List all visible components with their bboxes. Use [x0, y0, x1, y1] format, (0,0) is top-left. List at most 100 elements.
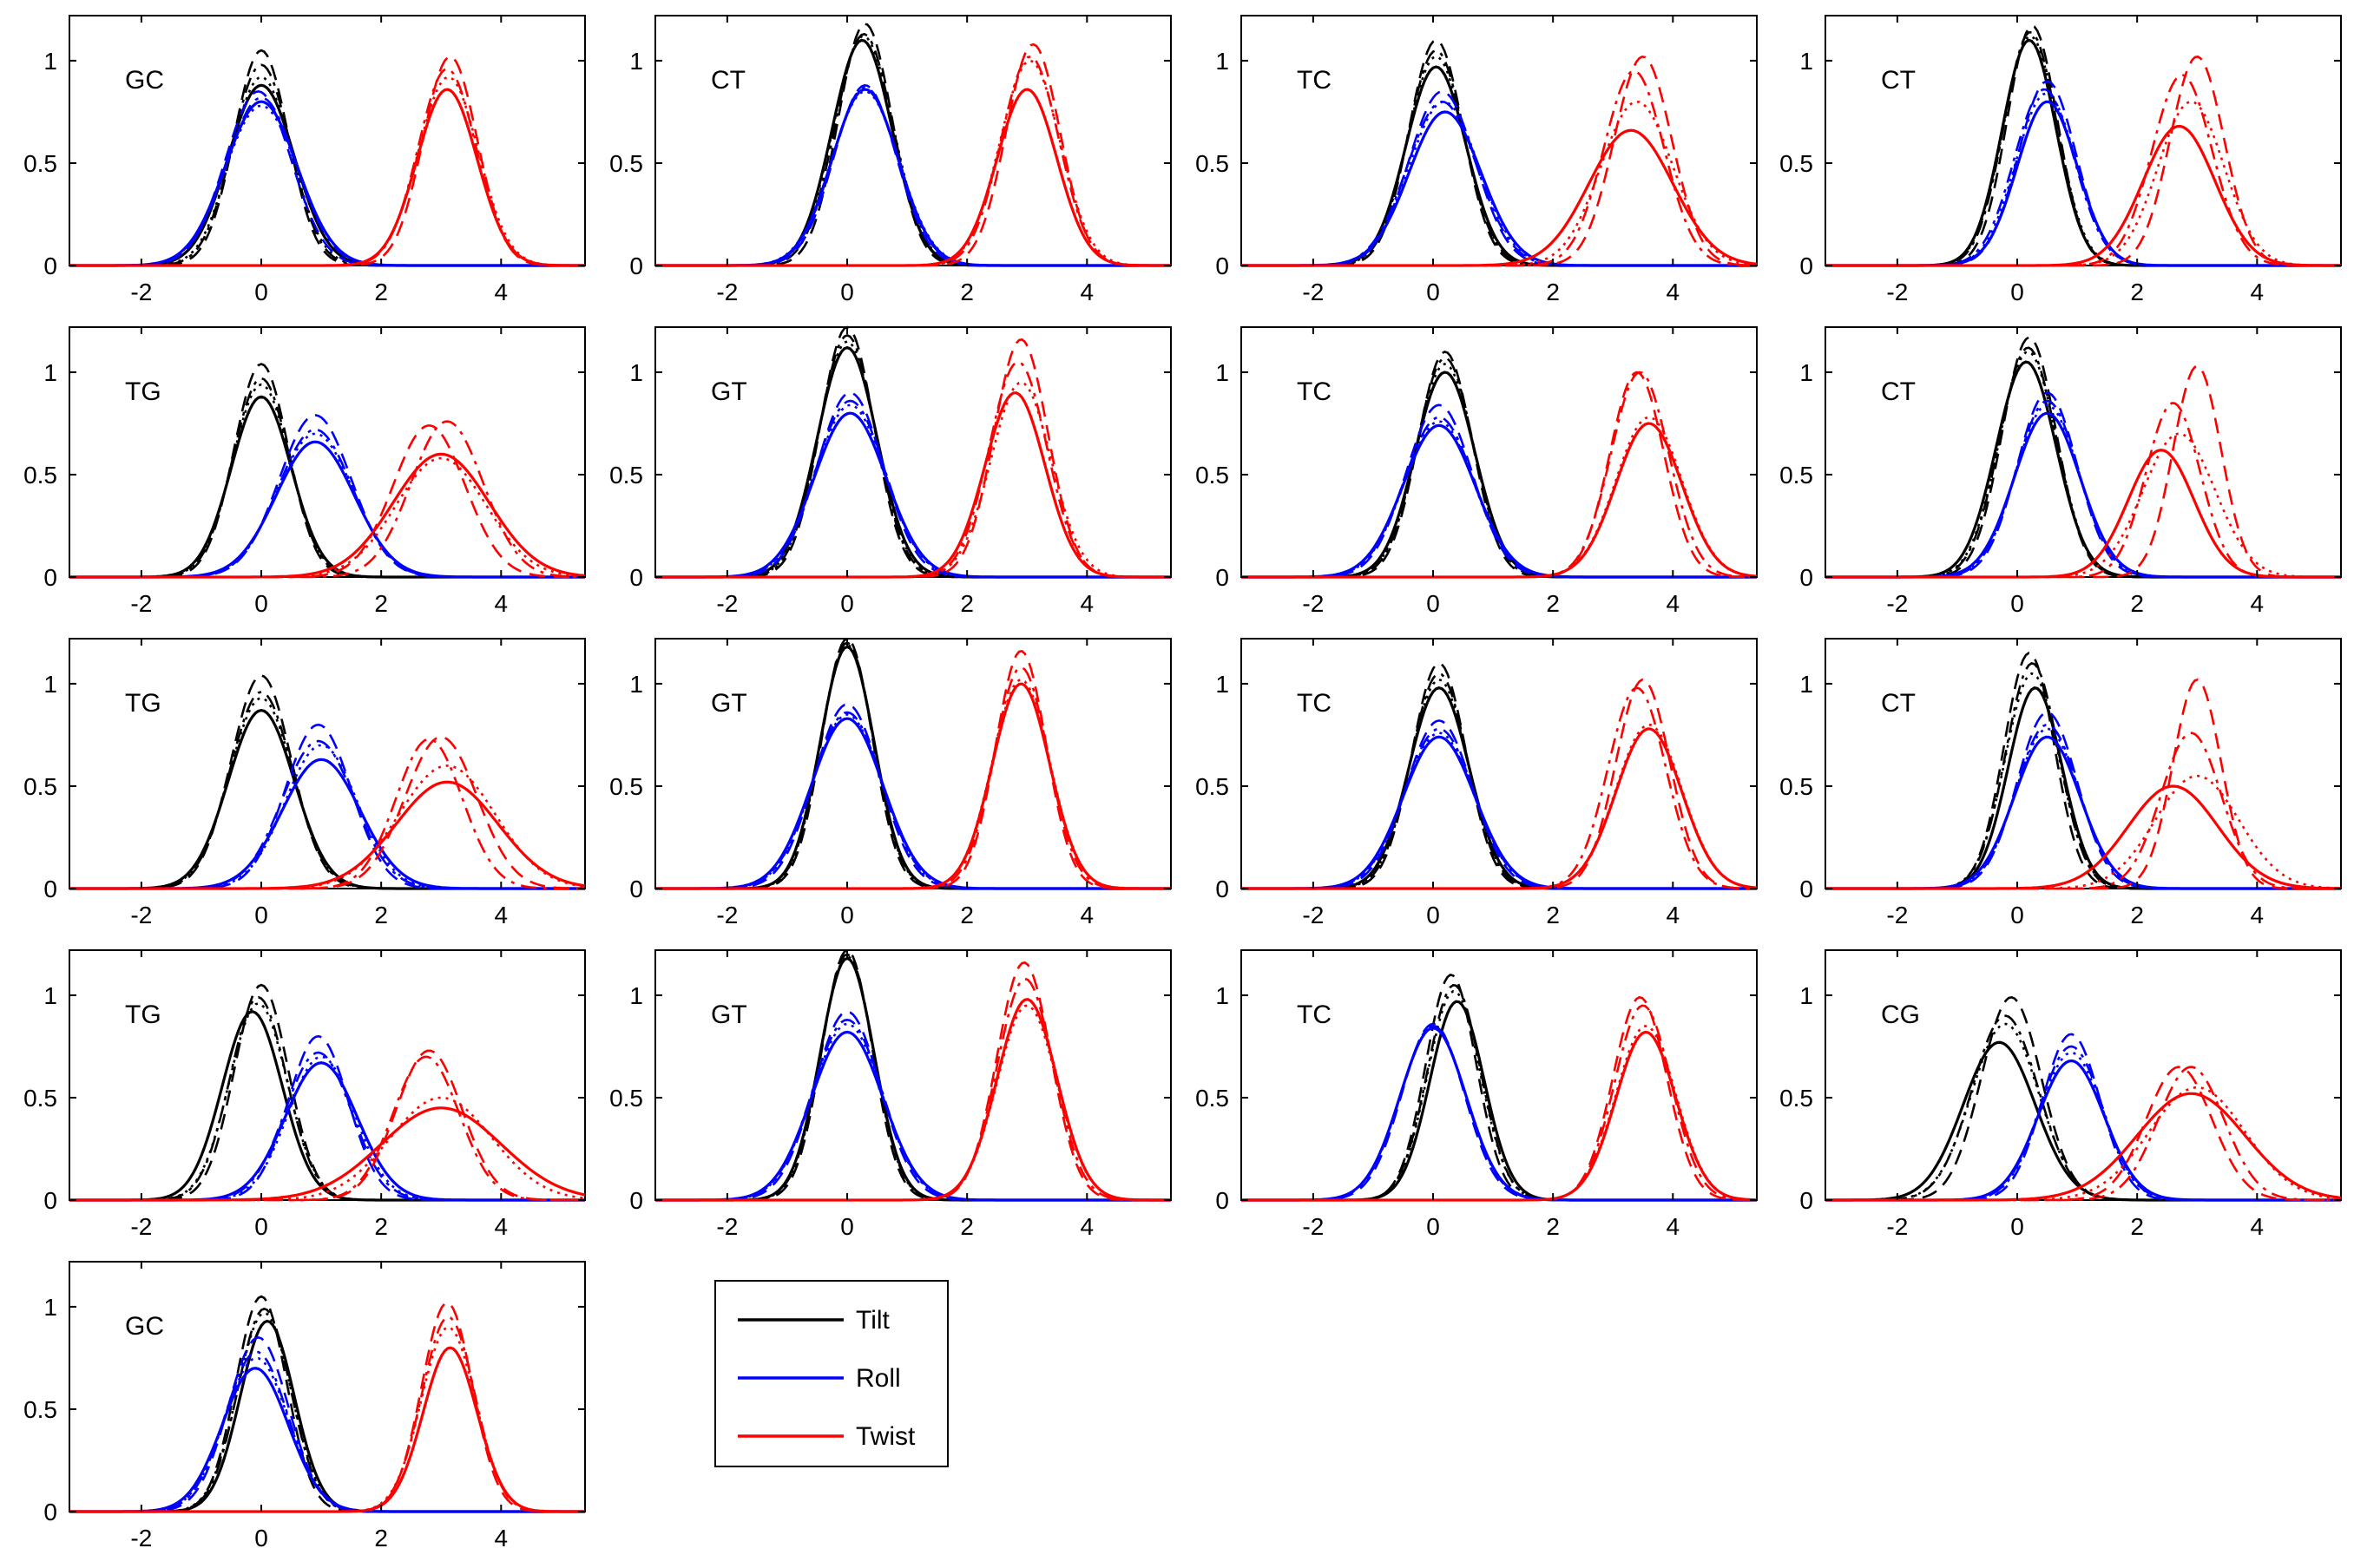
y-tick-label: 0	[629, 876, 643, 902]
x-tick-label: -2	[1886, 279, 1908, 305]
y-tick-label: 0.5	[23, 462, 57, 489]
y-tick-label: 1	[1215, 359, 1229, 386]
panel-axes-box	[654, 15, 1172, 266]
panel-label: TG	[125, 377, 161, 406]
x-tick-label: 2	[374, 279, 388, 305]
panel-13: -2 0 2 4 0 0.5 1 TG	[23, 949, 586, 1240]
x-tick-label: 4	[1081, 590, 1095, 617]
roll-curve-dashdot	[69, 1350, 585, 1513]
y-tick-label: 0	[1799, 253, 1813, 279]
panel-label: GT	[711, 689, 747, 718]
x-tick-label: 4	[1081, 902, 1095, 928]
y-tick-label: 0	[629, 1187, 643, 1214]
roll-curve-dashdot	[1825, 399, 2341, 579]
y-tick-label: 0.5	[23, 150, 57, 177]
x-tick-label: 4	[495, 1525, 509, 1552]
panel-curves	[655, 637, 1171, 890]
panel-axes-box	[69, 326, 586, 578]
y-tick-label: 0	[43, 253, 57, 279]
x-tick-label: 2	[374, 590, 388, 617]
y-tick-label: 0	[1215, 876, 1229, 902]
x-tick-label: -2	[1886, 902, 1908, 928]
x-tick-label: 4	[1667, 902, 1680, 928]
panel-curves	[1825, 652, 2342, 890]
x-tick-label: 0	[254, 590, 268, 617]
y-tick-label: 0.5	[609, 462, 643, 489]
twist-curve-dotted	[1241, 1025, 1758, 1202]
legend-label-twist: Twist	[856, 1422, 916, 1451]
y-tick-label: 0.5	[1195, 773, 1229, 800]
panel-curves	[69, 674, 586, 890]
panel-5: -2 0 2 4 0 0.5 1 TG	[23, 326, 586, 617]
x-tick-label: 2	[960, 590, 974, 617]
legend-label-tilt: Tilt	[856, 1306, 891, 1335]
panel-label: GT	[711, 1001, 747, 1029]
twist-curve-dashdot	[655, 55, 1171, 267]
panel-17: -2 0 2 4 0 0.5 1 GC	[23, 1261, 586, 1552]
y-tick-label: 0	[629, 564, 643, 591]
x-tick-label: 2	[374, 902, 388, 928]
panel-axes-box	[1240, 15, 1758, 266]
y-tick-label: 0	[43, 1499, 57, 1525]
roll-curve-dashdot	[1825, 1045, 2341, 1202]
x-tick-label: 2	[960, 902, 974, 928]
twist-curve-dotted	[655, 59, 1171, 267]
x-tick-label: 4	[2251, 590, 2265, 617]
twist-curve-dotted	[1241, 416, 1758, 579]
x-tick-label: 4	[2251, 902, 2265, 928]
panel-curves	[655, 23, 1171, 267]
x-tick-label: 2	[2130, 279, 2144, 305]
x-tick-label: 2	[960, 1213, 974, 1240]
x-tick-label: -2	[1886, 590, 1908, 617]
panel-label: CT	[1881, 689, 1916, 718]
panel-12: -2 0 2 4 0 0.5 1 CT	[1779, 638, 2342, 928]
x-tick-label: -2	[130, 1213, 152, 1240]
y-tick-label: 0	[1799, 1187, 1813, 1214]
y-tick-label: 1	[43, 359, 57, 386]
y-tick-label: 0	[1215, 1187, 1229, 1214]
x-tick-label: -2	[130, 590, 152, 617]
panel-label: CG	[1881, 1001, 1920, 1029]
panel-16: -2 0 2 4 0 0.5 1 CG	[1779, 949, 2342, 1240]
legend-label-roll: Roll	[856, 1364, 901, 1393]
x-tick-label: 2	[2130, 590, 2144, 617]
x-tick-label: 2	[1546, 1213, 1560, 1240]
y-tick-label: 1	[1215, 982, 1229, 1009]
x-tick-label: 2	[1546, 902, 1560, 928]
panel-axes-box	[654, 638, 1172, 889]
x-tick-label: 4	[495, 902, 509, 928]
roll-curve-dashdot	[69, 96, 585, 267]
panel-axes-box	[1240, 949, 1758, 1201]
y-tick-label: 0	[1215, 253, 1229, 279]
panel-axes-box	[1825, 15, 2342, 266]
y-tick-label: 0.5	[23, 1396, 57, 1423]
panel-axes-box	[1825, 949, 2342, 1201]
y-tick-label: 1	[43, 671, 57, 698]
x-tick-label: 0	[1426, 279, 1440, 305]
y-tick-label: 0.5	[1195, 150, 1229, 177]
twist-curve-dashdot	[69, 738, 585, 890]
panel-15: -2 0 2 4 0 0.5 1 TC	[1195, 949, 1758, 1240]
panel-label: TC	[1297, 1001, 1332, 1029]
panel-axes-box	[69, 949, 586, 1201]
panel-label: TG	[125, 1001, 161, 1029]
x-tick-label: 4	[1667, 1213, 1680, 1240]
x-tick-label: 0	[254, 279, 268, 305]
twist-curve-dashdot	[1825, 402, 2341, 579]
y-tick-label: 0.5	[609, 150, 643, 177]
y-tick-label: 1	[629, 48, 643, 75]
panel-curves	[69, 363, 586, 579]
x-tick-label: -2	[1302, 902, 1324, 928]
panel-curves	[1825, 995, 2342, 1202]
roll-curve-dashdot	[69, 428, 585, 579]
y-tick-label: 0.5	[1195, 462, 1229, 489]
panel-14: -2 0 2 4 0 0.5 1 GT	[609, 948, 1172, 1240]
panel-8: -2 0 2 4 0 0.5 1 CT	[1779, 326, 2342, 617]
panel-curves	[1241, 661, 1758, 890]
x-tick-label: -2	[1302, 590, 1324, 617]
y-tick-label: 1	[1215, 48, 1229, 75]
panel-axes-box	[654, 949, 1172, 1201]
panel-label: TC	[1297, 377, 1332, 406]
x-tick-label: 2	[374, 1525, 388, 1552]
twist-curve-dashdot	[655, 360, 1171, 579]
